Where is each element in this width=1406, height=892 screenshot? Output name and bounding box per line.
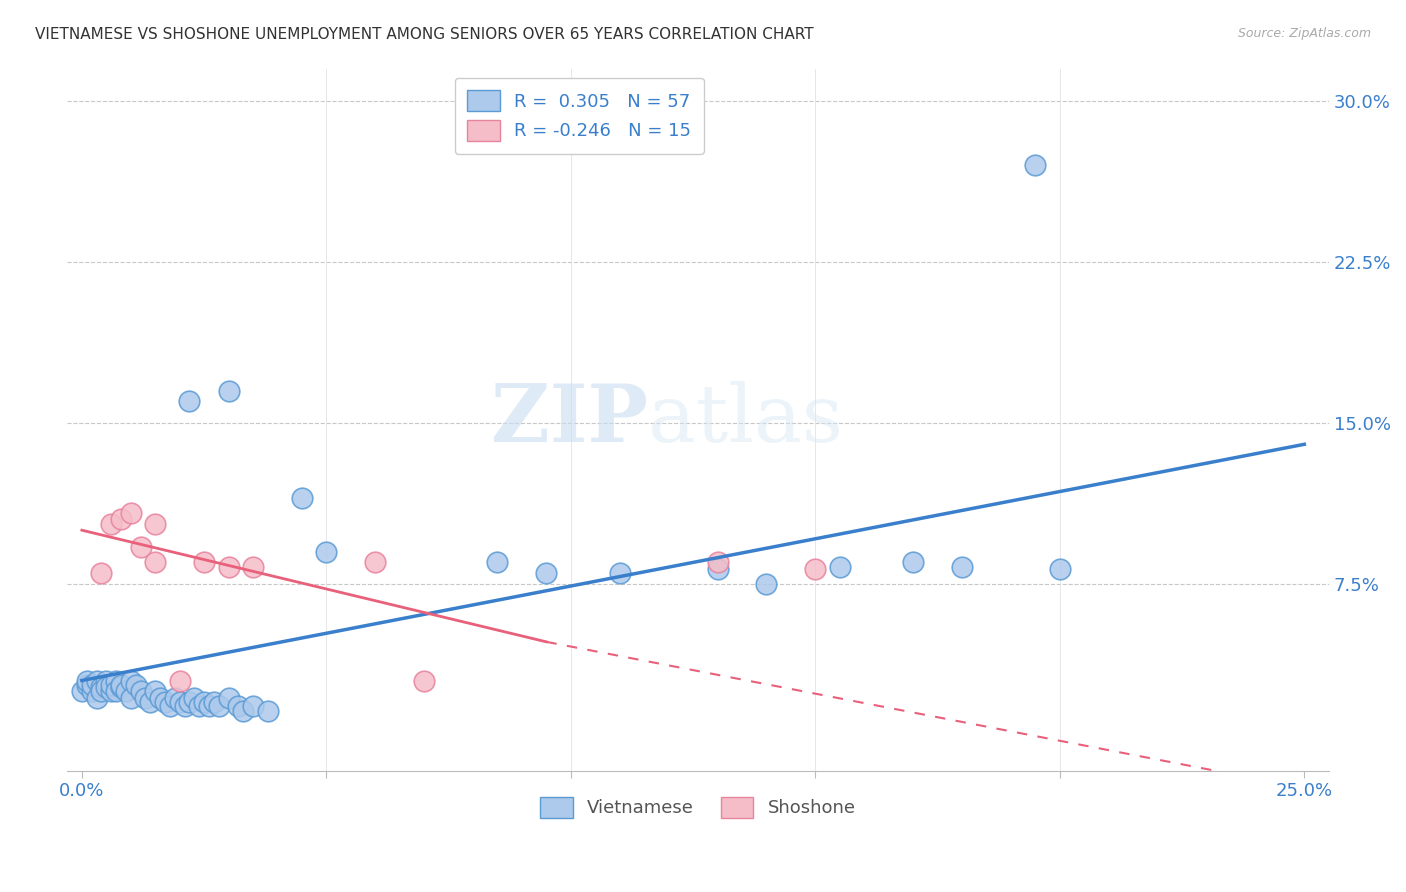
Point <box>110 512 132 526</box>
Point <box>183 690 205 705</box>
Point <box>609 566 631 581</box>
Point <box>202 695 225 709</box>
Point <box>80 684 103 698</box>
Point <box>115 684 138 698</box>
Point <box>208 699 231 714</box>
Point <box>143 516 166 531</box>
Point <box>256 704 278 718</box>
Point <box>198 699 221 714</box>
Point <box>901 555 924 569</box>
Text: Source: ZipAtlas.com: Source: ZipAtlas.com <box>1237 27 1371 40</box>
Point <box>232 704 254 718</box>
Point <box>76 678 98 692</box>
Point <box>218 559 240 574</box>
Point <box>100 678 122 692</box>
Point <box>105 684 128 698</box>
Point <box>86 673 108 688</box>
Point <box>315 544 337 558</box>
Point <box>120 690 142 705</box>
Point <box>163 690 186 705</box>
Point <box>218 384 240 398</box>
Point <box>169 695 191 709</box>
Point <box>950 559 973 574</box>
Point <box>76 673 98 688</box>
Point <box>149 690 172 705</box>
Point <box>129 541 152 555</box>
Point <box>143 555 166 569</box>
Point <box>706 555 728 569</box>
Point <box>80 678 103 692</box>
Point <box>120 506 142 520</box>
Point <box>218 690 240 705</box>
Point <box>134 690 156 705</box>
Text: VIETNAMESE VS SHOSHONE UNEMPLOYMENT AMONG SENIORS OVER 65 YEARS CORRELATION CHAR: VIETNAMESE VS SHOSHONE UNEMPLOYMENT AMON… <box>35 27 814 42</box>
Point <box>143 684 166 698</box>
Point <box>100 684 122 698</box>
Point <box>110 680 132 694</box>
Point <box>1049 562 1071 576</box>
Point <box>173 699 195 714</box>
Point <box>110 678 132 692</box>
Point <box>291 491 314 505</box>
Point <box>129 684 152 698</box>
Point <box>153 695 176 709</box>
Point <box>179 394 201 409</box>
Point <box>90 680 112 694</box>
Point <box>139 695 162 709</box>
Point <box>193 695 215 709</box>
Point <box>193 555 215 569</box>
Point <box>86 690 108 705</box>
Point <box>179 695 201 709</box>
Point <box>159 699 181 714</box>
Point <box>413 673 436 688</box>
Point <box>124 678 146 692</box>
Text: ZIP: ZIP <box>491 381 648 458</box>
Point <box>706 562 728 576</box>
Point <box>804 562 827 576</box>
Point <box>828 559 851 574</box>
Point <box>105 673 128 688</box>
Point <box>1024 158 1046 172</box>
Point <box>96 680 118 694</box>
Point <box>755 577 778 591</box>
Point <box>486 555 509 569</box>
Point <box>90 566 112 581</box>
Point <box>188 699 211 714</box>
Point <box>536 566 558 581</box>
Point <box>100 516 122 531</box>
Point <box>90 684 112 698</box>
Legend: Vietnamese, Shoshone: Vietnamese, Shoshone <box>533 789 863 825</box>
Point <box>70 684 93 698</box>
Point <box>242 699 264 714</box>
Point <box>96 673 118 688</box>
Point <box>242 559 264 574</box>
Text: atlas: atlas <box>648 381 842 458</box>
Point <box>120 673 142 688</box>
Point <box>169 673 191 688</box>
Point <box>364 555 387 569</box>
Point <box>228 699 250 714</box>
